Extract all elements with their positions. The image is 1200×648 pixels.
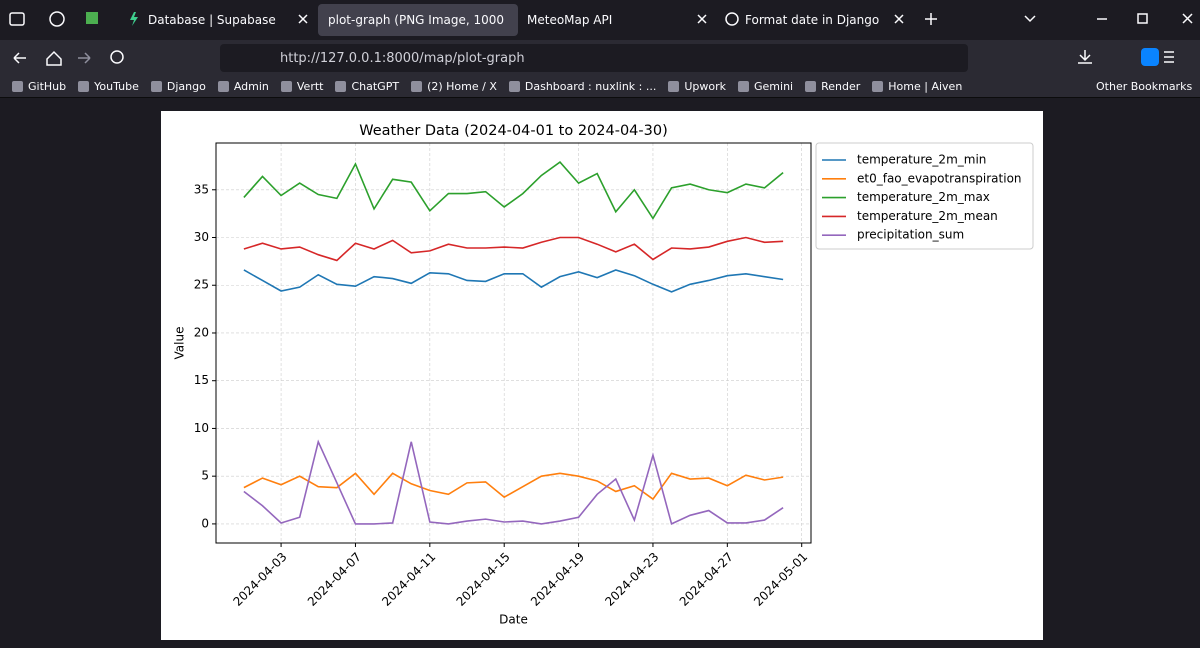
y-tick-label: 15 xyxy=(194,373,209,387)
plot-frame xyxy=(215,142,812,544)
x-tick-label: 2024-04-07 xyxy=(305,550,364,609)
data-line xyxy=(243,269,784,293)
bookmark-label[interactable]: YouTube xyxy=(94,80,139,93)
bookmark[interactable]: (2) Home / X xyxy=(411,80,497,93)
bookmark-label[interactable]: (2) Home / X xyxy=(427,80,497,93)
bookmark[interactable]: Django xyxy=(150,80,206,93)
bookmark[interactable]: Admin xyxy=(217,80,269,93)
legend-label: precipitation_sum xyxy=(857,228,964,242)
bookmark[interactable]: GitHub xyxy=(12,80,66,93)
y-axis-label: Value xyxy=(173,327,187,360)
x-tick-label: 2024-04-11 xyxy=(379,550,438,609)
bookmark[interactable]: YouTube xyxy=(78,80,139,93)
bookmark-label[interactable]: Render xyxy=(821,80,861,93)
legend-box xyxy=(815,142,1034,250)
bookmark-label[interactable]: GitHub xyxy=(28,80,67,93)
bookmark-icon xyxy=(335,81,347,92)
bookmark[interactable]: Render xyxy=(805,80,860,93)
bookmark-icon xyxy=(805,81,817,92)
y-tick-label: 10 xyxy=(194,421,209,435)
legend-label: temperature_2m_max xyxy=(857,190,990,204)
y-tick-label: 30 xyxy=(194,230,209,244)
bookmark-icon xyxy=(411,81,423,92)
other-bookmarks[interactable]: Other Bookmarks xyxy=(1096,80,1193,93)
bookmark-icon xyxy=(12,81,23,92)
y-tick-label: 35 xyxy=(194,182,209,196)
x-tick-label: 2024-04-03 xyxy=(230,550,289,609)
y-tick-label: 5 xyxy=(201,469,209,483)
bookmark[interactable]: Gemini xyxy=(738,80,793,93)
bookmark-icon xyxy=(150,81,162,92)
tab-bar xyxy=(0,0,1200,40)
bookmark-label[interactable]: Upwork xyxy=(684,80,727,93)
info-icon[interactable] xyxy=(49,11,65,27)
y-tick-label: 20 xyxy=(194,325,209,339)
bookmark-icon xyxy=(508,81,520,92)
bookmark-icon xyxy=(872,81,884,92)
x-axis-label: Date xyxy=(499,613,528,627)
bookmark[interactable]: Dashboard : nuxlink : ... xyxy=(508,80,657,93)
bookmark-label[interactable]: Home | Aiven xyxy=(888,80,963,93)
legend-label: temperature_2m_mean xyxy=(857,209,998,223)
extension-icon[interactable] xyxy=(1141,48,1159,66)
x-tick-label: 2024-04-23 xyxy=(602,550,661,609)
bookmark-icon xyxy=(280,81,292,92)
x-tick-label: 2024-05-01 xyxy=(751,550,810,609)
tab-title[interactable]: MeteoMap API xyxy=(527,13,613,27)
tab-list-icon[interactable] xyxy=(9,12,25,26)
data-line xyxy=(243,439,784,526)
tab-title[interactable]: plot-graph (PNG Image, 1000 × 600 xyxy=(328,13,504,27)
data-line xyxy=(243,161,784,220)
bookmark-label[interactable]: Vertt xyxy=(296,80,324,93)
bookmark[interactable]: Home | Aiven xyxy=(872,80,962,93)
bookmark-label[interactable]: ChatGPT xyxy=(351,80,400,93)
chart: 0 5 10 15 20 25 30 35 2024-04-03 2024-04-07 2024-0… xyxy=(161,111,1043,640)
x-tick-label: 2024-04-27 xyxy=(677,550,736,609)
legend-label: et0_fao_evapotranspiration xyxy=(857,171,1022,185)
data-line xyxy=(243,236,784,262)
bookmark[interactable]: Vertt xyxy=(280,80,324,93)
bookmark-icon xyxy=(217,81,229,92)
bookmarks-bar: GitHub YouTube Django Admin Vertt ChatGPT (2) … xyxy=(0,76,1200,98)
bookmark-icon xyxy=(668,81,680,92)
bookmark-label[interactable]: Dashboard : nuxlink : ... xyxy=(524,80,657,93)
active-tab[interactable] xyxy=(318,4,518,36)
url-text[interactable]: http://127.0.0.1:8000/map/plot-graph xyxy=(280,51,525,66)
bookmark-label[interactable]: Gemini xyxy=(754,80,794,93)
favicon xyxy=(130,12,138,26)
data-line xyxy=(243,472,784,501)
bookmark-label[interactable]: Admin xyxy=(233,80,269,93)
tab-title[interactable]: Format date in Django xyxy=(745,13,880,27)
favicon xyxy=(725,12,739,26)
bookmark-label[interactable]: Django xyxy=(166,80,206,93)
chart-title: Weather Data (2024-04-01 to 2024-04-30) xyxy=(359,123,668,139)
y-tick-label: 0 xyxy=(201,516,209,530)
bookmark[interactable]: Upwork xyxy=(668,80,726,93)
bookmark-icon xyxy=(78,81,90,92)
url-bar[interactable] xyxy=(220,44,968,72)
legend-label: temperature_2m_min xyxy=(857,153,986,167)
favicon xyxy=(86,12,98,24)
tab-title[interactable]: Database | Supabase xyxy=(148,13,276,27)
y-tick-label: 25 xyxy=(194,278,209,292)
x-tick-label: 2024-04-19 xyxy=(528,550,587,609)
bookmark[interactable]: ChatGPT xyxy=(335,80,399,93)
x-tick-label: 2024-04-15 xyxy=(454,550,513,609)
bookmark-icon xyxy=(738,81,750,92)
